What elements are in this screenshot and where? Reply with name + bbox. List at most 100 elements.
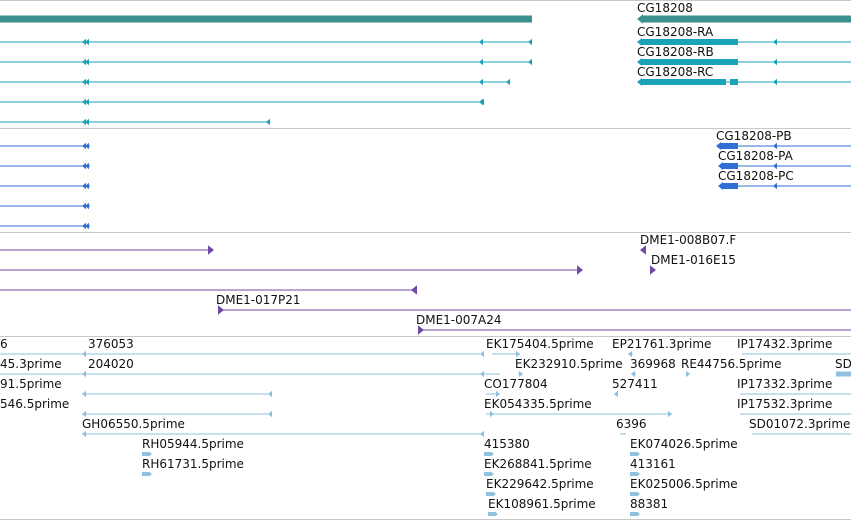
strand-arrow [480, 430, 484, 438]
bac-label[interactable]: DME1-008B07.F [640, 233, 737, 247]
protein-label-pa[interactable]: CG18208-PA [718, 149, 793, 163]
est-block[interactable] [142, 472, 149, 476]
est-label[interactable]: RH61731.5prime [142, 457, 244, 471]
strand-arrow [493, 491, 496, 497]
strand-arrow [637, 471, 640, 477]
est-block[interactable] [486, 492, 493, 496]
est-label[interactable]: RE44756.5prime [681, 357, 782, 371]
gene-label[interactable]: CG18208 [637, 1, 693, 15]
strand-arrow [85, 202, 89, 210]
strand-arrow [479, 58, 483, 66]
strand-arrow [479, 78, 483, 86]
protein-exon[interactable] [722, 183, 738, 189]
strand-arrow [82, 430, 86, 438]
strand-arrow [506, 78, 510, 86]
strand-arrow [528, 38, 532, 46]
est-label[interactable]: 45.3prime [0, 357, 62, 371]
est-label[interactable]: EK232910.5prime [515, 357, 623, 371]
strand-arrow [82, 370, 86, 378]
strand-arrow [479, 38, 483, 46]
strand-arrow [637, 58, 642, 66]
strand-arrow [631, 370, 635, 378]
protein-exon[interactable] [720, 143, 738, 149]
transcript-exon[interactable] [642, 79, 726, 85]
est-label[interactable]: RH05944.5prime [142, 437, 244, 451]
gene-bar[interactable] [0, 15, 532, 23]
est-label[interactable]: 527411 [612, 377, 658, 391]
est-label[interactable]: EK268841.5prime [484, 457, 592, 471]
est-label[interactable]: SD [835, 357, 851, 371]
est-label[interactable]: EK175404.5prime [486, 337, 594, 351]
strand-arrow [85, 78, 89, 86]
strand-arrow [82, 58, 86, 66]
strand-arrow [519, 370, 523, 378]
strand-arrow [418, 325, 424, 335]
strand-arrow [528, 58, 532, 66]
est-label[interactable]: CO177804 [484, 377, 548, 391]
est-label[interactable]: EK025006.5prime [630, 477, 738, 491]
protein-label-pc[interactable]: CG18208-PC [718, 169, 794, 183]
strand-arrow [85, 222, 89, 230]
est-label[interactable]: IP17432.3prime [737, 337, 833, 351]
transcript-exon[interactable] [642, 59, 738, 65]
est-block[interactable] [630, 492, 637, 496]
protein-label-pb[interactable]: CG18208-PB [716, 129, 792, 143]
est-label[interactable]: 6396 [616, 417, 647, 431]
est-block[interactable] [484, 452, 491, 456]
est-label[interactable]: 204020 [88, 357, 134, 371]
est-label[interactable]: EK074026.5prime [630, 437, 738, 451]
strand-arrow [149, 451, 152, 457]
strand-arrow [637, 78, 642, 86]
est-block[interactable] [630, 452, 637, 456]
est-block[interactable] [484, 472, 491, 476]
est-block[interactable] [142, 452, 149, 456]
bac-label[interactable]: DME1-007A24 [416, 313, 502, 327]
est-label[interactable]: IP17332.3prime [737, 377, 833, 391]
strand-arrow [718, 162, 723, 170]
strand-arrow [411, 285, 417, 295]
transcript-exon[interactable] [730, 79, 738, 85]
strand-arrow [82, 390, 86, 398]
strand-arrow [85, 98, 89, 106]
transcript-exon[interactable] [642, 39, 738, 45]
est-label[interactable]: EK054335.5prime [484, 397, 592, 411]
est-label[interactable]: GH06550.5prime [82, 417, 185, 431]
est-label[interactable]: 91.5prime [0, 377, 62, 391]
transcript-label-rb[interactable]: CG18208-RB [637, 45, 714, 59]
est-label[interactable]: 6 [0, 337, 8, 351]
est-block[interactable] [630, 472, 637, 476]
transcript-label-ra[interactable]: CG18208-RA [637, 25, 714, 39]
protein-exon[interactable] [722, 163, 738, 169]
strand-arrow [82, 142, 86, 150]
est-label[interactable]: EP21761.3prime [612, 337, 712, 351]
est-label[interactable]: 376053 [88, 337, 134, 351]
gene-bar[interactable] [642, 15, 851, 23]
est-label[interactable]: 413161 [630, 457, 676, 471]
est-label[interactable]: IP17532.3prime [737, 397, 833, 411]
strand-arrow [85, 182, 89, 190]
est-label[interactable]: 369968 [630, 357, 676, 371]
strand-arrow [149, 471, 152, 477]
est-label[interactable]: SD01072.3prime [749, 417, 851, 431]
strand-arrow [85, 142, 89, 150]
est-block[interactable] [836, 371, 851, 377]
strand-arrow [773, 58, 777, 66]
est-label[interactable]: 415380 [484, 437, 530, 451]
strand-arrow [668, 410, 672, 418]
est-label[interactable]: 88381 [630, 497, 669, 511]
strand-arrow [637, 451, 640, 457]
strand-arrow [716, 142, 721, 150]
transcript-label-rc[interactable]: CG18208-RC [637, 65, 714, 79]
strand-arrow [637, 491, 640, 497]
est-block[interactable] [488, 512, 495, 516]
strand-arrow [491, 471, 494, 477]
est-label[interactable]: EK229642.5prime [486, 477, 594, 491]
bac-label[interactable]: DME1-016E15 [651, 253, 736, 267]
est-label[interactable]: 546.5prime [0, 397, 70, 411]
bac-label[interactable]: DME1-017P21 [216, 293, 301, 307]
strand-arrow [268, 410, 272, 418]
strand-arrow [686, 370, 690, 378]
est-block[interactable] [630, 512, 637, 516]
est-label[interactable]: EK108961.5prime [488, 497, 596, 511]
